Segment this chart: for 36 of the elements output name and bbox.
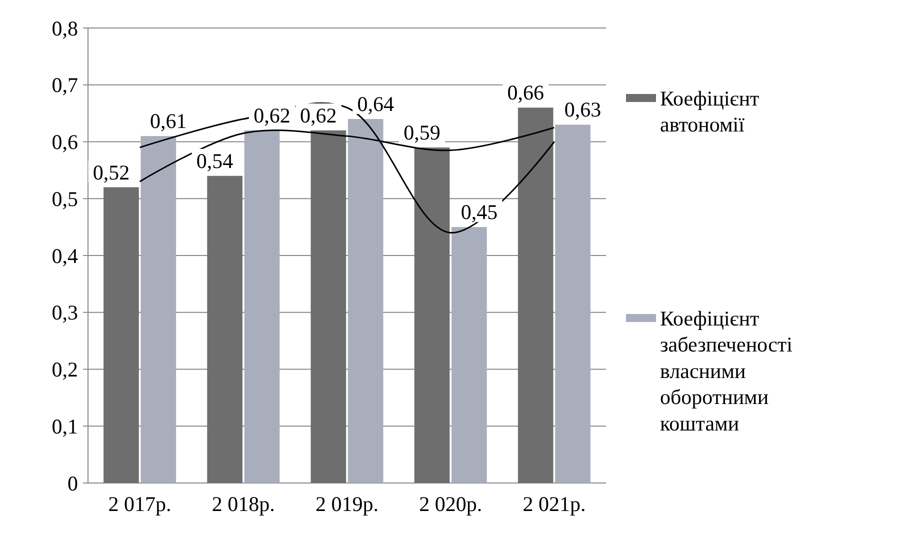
y-tick-label: 0,6 [52,130,78,154]
legend-label: Коефіцієнт забезпеченості власними оборотними коштами [660,306,793,436]
data-label: 0,66 [507,80,544,105]
y-tick-label: 0,1 [52,414,78,438]
legend-label: Коефіцієнт автономії [660,86,760,137]
bar [244,130,280,483]
y-tick-label: 0 [68,471,78,496]
x-tick-label: 2 019р. [316,492,378,516]
x-tick-label: 2 021р. [522,492,586,516]
bar [414,147,450,483]
y-tick-label: 0,7 [52,73,78,98]
x-tick-label: 2 018р. [212,492,275,516]
bar [310,130,346,483]
bar [555,124,590,483]
data-label: 0,62 [300,103,337,128]
bar [452,227,487,483]
x-tick-label: 2 020р. [419,492,482,516]
y-tick-label: 0,2 [52,358,78,382]
data-label: 0,64 [357,92,394,116]
bar [518,108,554,483]
data-label: 0,54 [196,148,234,173]
data-label: 0,63 [564,98,602,122]
bar [104,187,139,483]
y-tick-label: 0,5 [52,186,78,211]
data-label: 0,61 [150,109,187,134]
bar [140,136,176,483]
bar [348,119,384,483]
data-label: 0,59 [404,120,440,144]
x-tick-label: 2 017р. [108,492,172,516]
bar [207,176,242,483]
y-tick-label: 0,8 [52,16,78,40]
data-label: 0,52 [92,160,130,184]
y-tick-label: 0,4 [52,244,78,268]
data-label: 0,62 [254,103,290,128]
data-label: 0,45 [460,200,498,224]
y-tick-label: 0,3 [52,300,78,325]
